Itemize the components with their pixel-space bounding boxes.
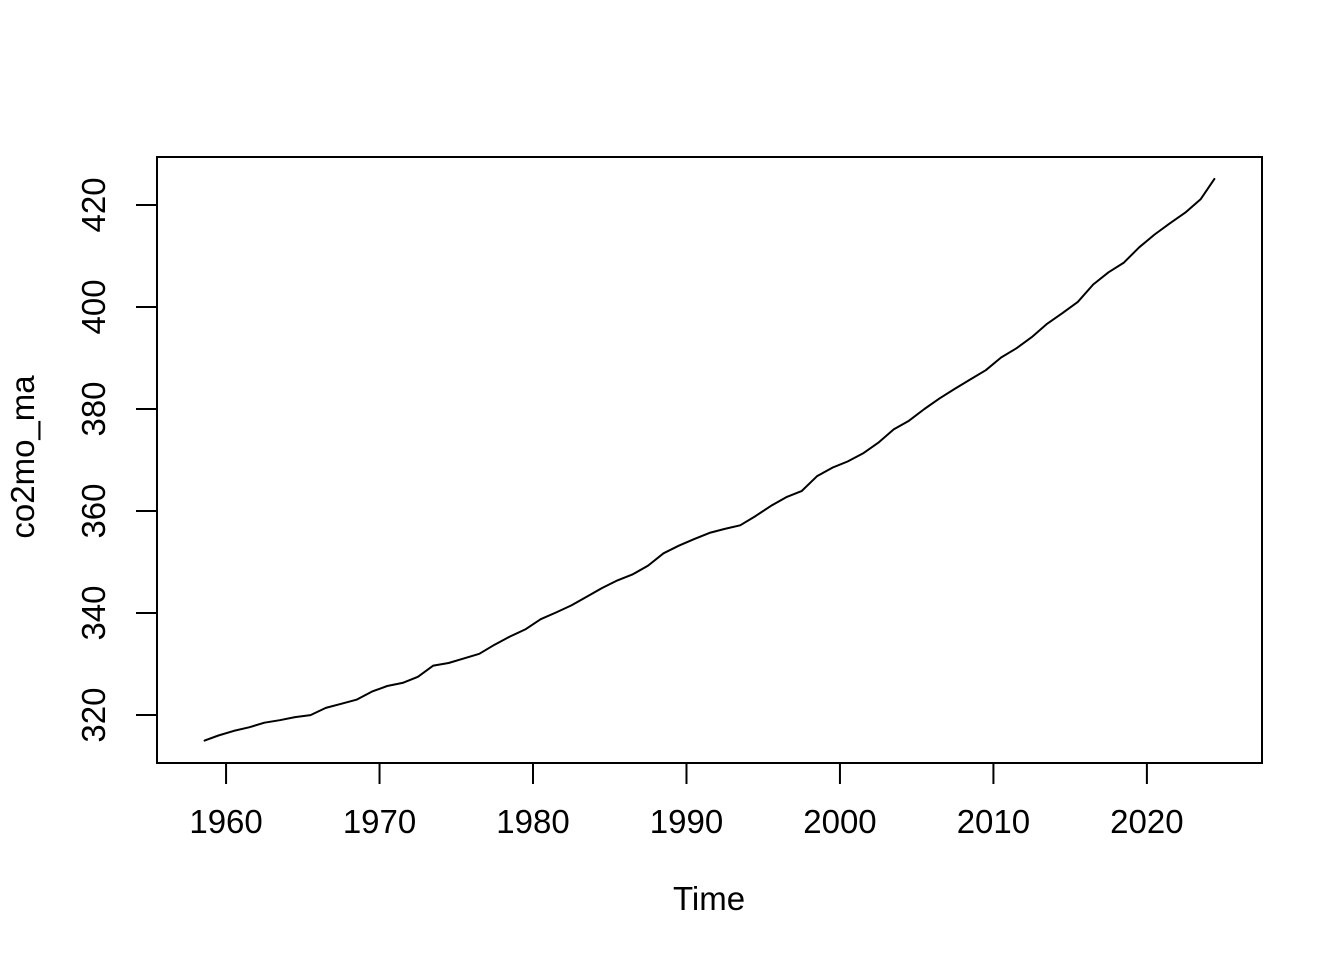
y-tick-label: 320 [75, 688, 112, 743]
y-tick-label: 420 [75, 177, 112, 232]
x-tick-label: 2020 [1110, 803, 1183, 840]
x-tick-label: 1960 [189, 803, 262, 840]
x-tick-label: 1970 [343, 803, 416, 840]
x-tick-label: 1990 [650, 803, 723, 840]
x-axis-title: Time [673, 880, 745, 917]
x-tick-label: 2000 [803, 803, 876, 840]
y-tick-label: 360 [75, 483, 112, 538]
y-tick-label: 380 [75, 381, 112, 436]
y-tick-label: 400 [75, 279, 112, 334]
x-tick-label: 1980 [496, 803, 569, 840]
y-axis-title: co2mo_ma [4, 375, 41, 539]
y-tick-label: 340 [75, 585, 112, 640]
plot-frame [156, 156, 1263, 764]
data-series-line [203, 177, 1216, 742]
x-tick-label: 2010 [957, 803, 1030, 840]
plot-generated-layer: 1960 1970 1980 1990 2000 2010 2020 320 340 360 380… [75, 156, 1263, 840]
